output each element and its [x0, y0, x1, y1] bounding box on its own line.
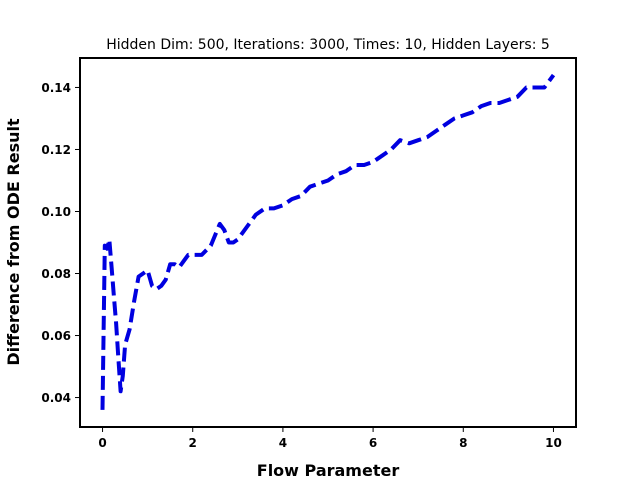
x-tick-label: 8	[459, 436, 467, 450]
series-line-0	[100, 73, 556, 410]
y-tick-label: 0.08	[41, 267, 71, 281]
x-axis-label: Flow Parameter	[257, 461, 400, 480]
chart-title: Hidden Dim: 500, Iterations: 3000, Times…	[106, 37, 550, 53]
y-tick-label: 0.14	[41, 81, 71, 95]
plot-frame	[79, 57, 577, 428]
y-axis-ticks: 0.04 0.06 0.08 0.10 0.12 0.14	[41, 81, 80, 405]
x-tick-label: 2	[189, 436, 197, 450]
x-tick-label: 6	[369, 436, 377, 450]
y-tick-label: 0.04	[41, 391, 71, 405]
x-tick-label: 10	[545, 436, 562, 450]
y-tick-label: 0.12	[41, 143, 71, 157]
y-tick-label: 0.10	[41, 205, 71, 219]
x-axis-ticks: 0 2 4 6 8 10	[98, 427, 562, 450]
y-axis-label: Difference from ODE Result	[4, 118, 23, 366]
y-tick-label: 0.06	[41, 329, 71, 343]
x-tick-label: 4	[279, 436, 287, 450]
series-layer	[100, 73, 556, 410]
x-tick-label: 0	[98, 436, 106, 450]
